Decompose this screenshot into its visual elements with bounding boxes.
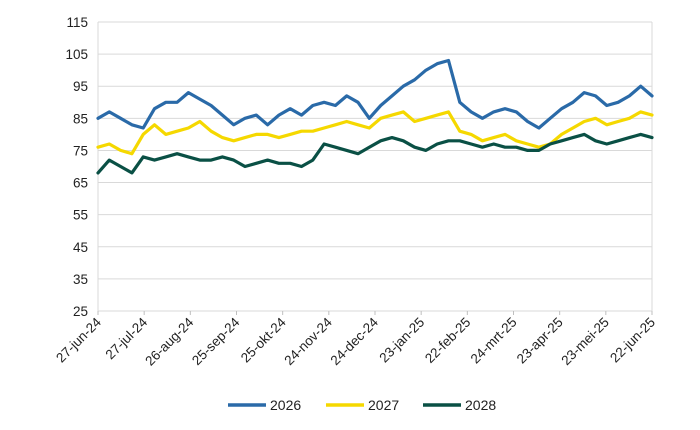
x-tick-label: 24-mrt-25 <box>468 315 520 367</box>
x-tick-label: 27-jun-24 <box>53 314 104 365</box>
x-tick-label: 24-nov-24 <box>281 314 335 368</box>
y-tick-label: 45 <box>73 240 88 255</box>
legend-label-2028: 2028 <box>465 397 496 413</box>
x-tick-label: 27-jul-24 <box>103 314 151 362</box>
y-tick-label: 115 <box>66 15 88 30</box>
x-tick-label: 24-dec-24 <box>328 314 382 368</box>
y-tick-label: 95 <box>73 79 88 94</box>
legend: 2026 2027 2028 <box>228 397 496 413</box>
y-tick-label: 85 <box>73 111 88 126</box>
x-axis-tick-labels: 27-jun-2427-jul-2426-aug-2425-sep-2425-o… <box>53 311 658 369</box>
x-tick-label: 23-mei-25 <box>558 315 612 369</box>
legend-label-2026: 2026 <box>270 397 301 413</box>
y-tick-label: 75 <box>73 143 88 158</box>
series-line-2026 <box>96 58 654 130</box>
y-tick-label: 65 <box>73 176 88 191</box>
y-axis-tick-labels: 25 35 45 55 65 75 85 95 105 115 <box>65 15 88 319</box>
series-line-2028 <box>96 132 654 175</box>
y-tick-label: 35 <box>73 272 88 287</box>
y-tick-label: 105 <box>65 47 88 62</box>
x-tick-label: 22-feb-25 <box>422 315 473 366</box>
x-tick-label: 26-aug-24 <box>142 314 196 368</box>
y-tick-label: 55 <box>73 208 88 223</box>
series-line-2027 <box>96 110 654 156</box>
x-tick-label: 22-jun-25 <box>607 315 658 366</box>
x-tick-label: 25-sep-24 <box>189 314 243 368</box>
x-tick-label: 23-apr-25 <box>514 315 566 367</box>
y-tick-label: 25 <box>73 304 88 319</box>
gridlines <box>97 21 653 312</box>
series-lines <box>96 58 654 175</box>
x-tick-label: 23-jan-25 <box>376 315 427 366</box>
legend-label-2027: 2027 <box>368 397 399 413</box>
